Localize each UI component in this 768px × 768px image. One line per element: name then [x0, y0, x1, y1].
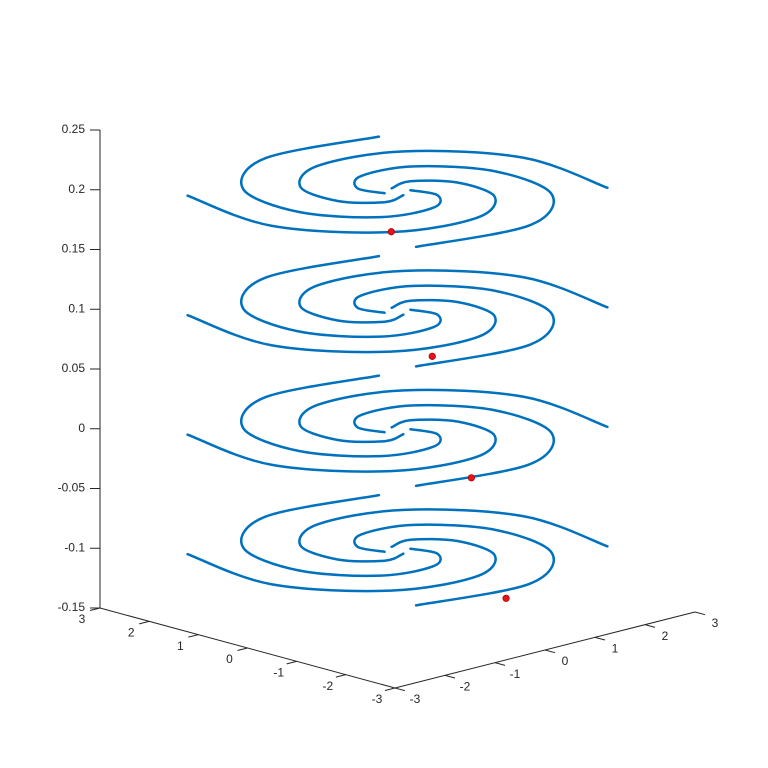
x-tick-label: 2	[128, 626, 135, 640]
z-tick-label: -0.15	[58, 600, 86, 614]
x-tick-label: 3	[79, 612, 86, 626]
z-tick-label: -0.05	[58, 481, 86, 495]
x-tick	[188, 634, 199, 638]
spiral-arm	[298, 269, 609, 324]
x-tick	[335, 674, 346, 678]
z-tick-label: 0.2	[68, 182, 85, 196]
x-tick-label: -1	[273, 666, 284, 680]
x-tick-label: 1	[177, 639, 184, 653]
y-tick-label: 2	[662, 629, 669, 643]
z-tick-label: 0.1	[68, 301, 85, 315]
y-tick	[644, 624, 656, 628]
spiral-arm	[298, 388, 609, 444]
z-tick-label: 0	[78, 421, 85, 435]
z-tick-label: 0.05	[62, 361, 86, 375]
y-tick	[694, 611, 706, 616]
y-tick-label: 0	[562, 654, 569, 668]
spiral-arm	[353, 523, 555, 607]
x-tick	[286, 660, 297, 665]
spiral-arm	[186, 537, 497, 593]
z-tick-label: 0.25	[62, 122, 86, 136]
y-tick	[544, 649, 556, 654]
spiral-arm	[240, 374, 442, 458]
y-tick	[594, 636, 606, 641]
z-tick-label: 0.15	[62, 242, 86, 256]
spiral-arm	[186, 179, 497, 234]
marker	[387, 228, 395, 236]
spiral-arm	[298, 508, 609, 563]
x-tick-label: -2	[322, 679, 333, 693]
y-tick-label: 1	[612, 642, 619, 656]
spiral-arm	[186, 298, 497, 354]
x-tick	[237, 647, 248, 651]
y-tick	[444, 674, 456, 679]
x-tick	[89, 607, 101, 611]
spiral-arm	[353, 164, 555, 249]
spiral-arm	[240, 254, 442, 339]
spiral-arm	[240, 135, 442, 219]
marker	[467, 474, 475, 482]
z-tick-label: -0.1	[64, 540, 85, 554]
y-tick-label: -3	[410, 692, 421, 706]
spiral-arm	[353, 284, 555, 368]
marker	[428, 352, 436, 360]
x-tick	[139, 620, 150, 625]
spiral-arm	[298, 149, 609, 205]
x-tick-label: -3	[372, 692, 383, 706]
x-tick	[384, 687, 396, 691]
y-tick	[494, 662, 506, 666]
y-tick-label: 3	[712, 616, 719, 630]
y-tick-label: -1	[510, 667, 521, 681]
spiral-arm	[353, 403, 555, 488]
y-tick	[394, 687, 406, 692]
marker	[502, 594, 510, 602]
x-tick-label: 0	[226, 652, 233, 666]
spiral-arm	[186, 418, 497, 473]
spiral-arm	[240, 493, 442, 578]
y-tick-label: -2	[460, 680, 471, 694]
